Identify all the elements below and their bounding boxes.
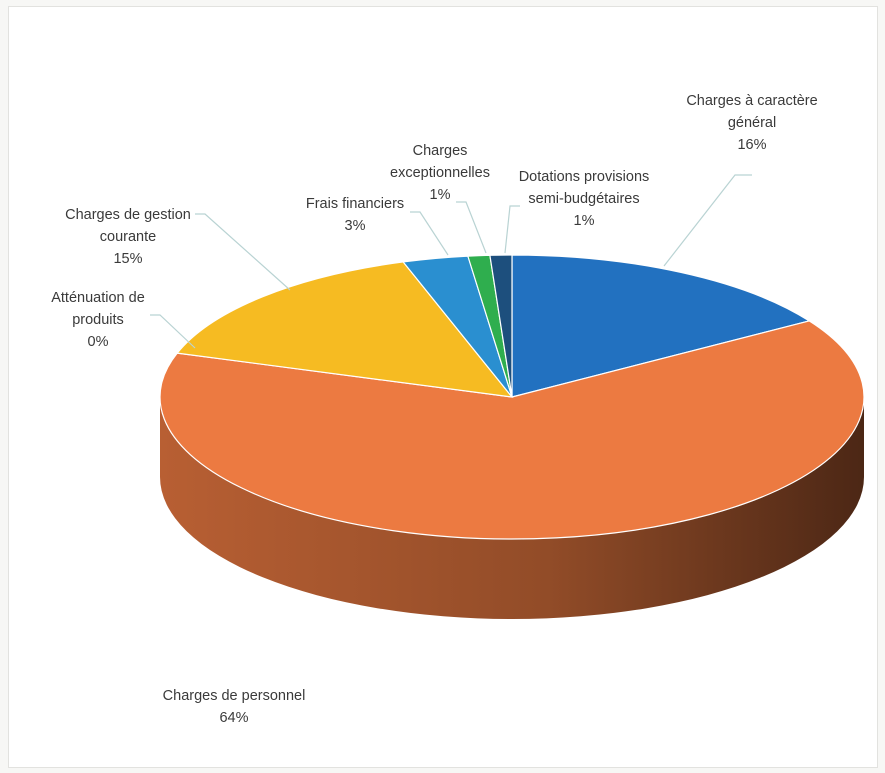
slice-percent: 3% [345, 218, 366, 234]
slice-name: semi-budgétaires [528, 191, 639, 207]
slice-label: Frais financiers 3% [306, 196, 404, 234]
slice-percent: 15% [113, 251, 142, 267]
slice-label: Atténuation de produits 0% [51, 290, 145, 350]
slice-name: produits [72, 312, 124, 328]
slice-name: général [728, 115, 776, 131]
slice-name: Charges de gestion [65, 207, 191, 223]
slice-label: Charges de gestion courante 15% [65, 207, 191, 267]
leader-lines [150, 174, 752, 349]
slice-name: Charges à caractère [686, 93, 817, 109]
slice-charges-de-personnel [159, 320, 865, 540]
leader-line [663, 174, 752, 267]
leader-line [195, 213, 291, 291]
slice-label: Dotations provisions semi-budgétaires 1% [519, 169, 650, 229]
leader-line [150, 314, 196, 349]
slice-name: Dotations provisions [519, 169, 650, 185]
slice-labels: Charges à caractère général 16% Charges de … [51, 93, 817, 726]
slice-charges-caract-re-g-n-ral [511, 254, 811, 398]
slice-label: Charges de personnel 64% [163, 688, 306, 726]
slice-percent: 16% [737, 137, 766, 153]
slice-charges-de-gestion-courante [176, 261, 514, 398]
slice-percent: 0% [88, 334, 109, 350]
slice-percent: 1% [574, 213, 595, 229]
leader-line [504, 205, 520, 254]
slice-label: Charges à caractère général 16% [686, 93, 817, 153]
slice-name: Charges de personnel [163, 688, 306, 704]
leader-line [456, 201, 487, 254]
slice-label: Charges exceptionnelles 1% [390, 143, 490, 203]
slice-percent: 1% [430, 187, 451, 203]
slice-name: Frais financiers [306, 196, 404, 212]
slice-name: Charges [413, 143, 468, 159]
slice-name: courante [100, 229, 156, 245]
slice-name: exceptionnelles [390, 165, 490, 181]
pie-sides [160, 397, 864, 619]
slice-side [160, 397, 864, 619]
slice-dotations-provisions-semi-budg-taires [489, 254, 513, 398]
slice-percent: 64% [219, 710, 248, 726]
leader-line [410, 211, 449, 256]
slice-name: Atténuation de [51, 290, 145, 306]
pie-slices [159, 254, 865, 540]
